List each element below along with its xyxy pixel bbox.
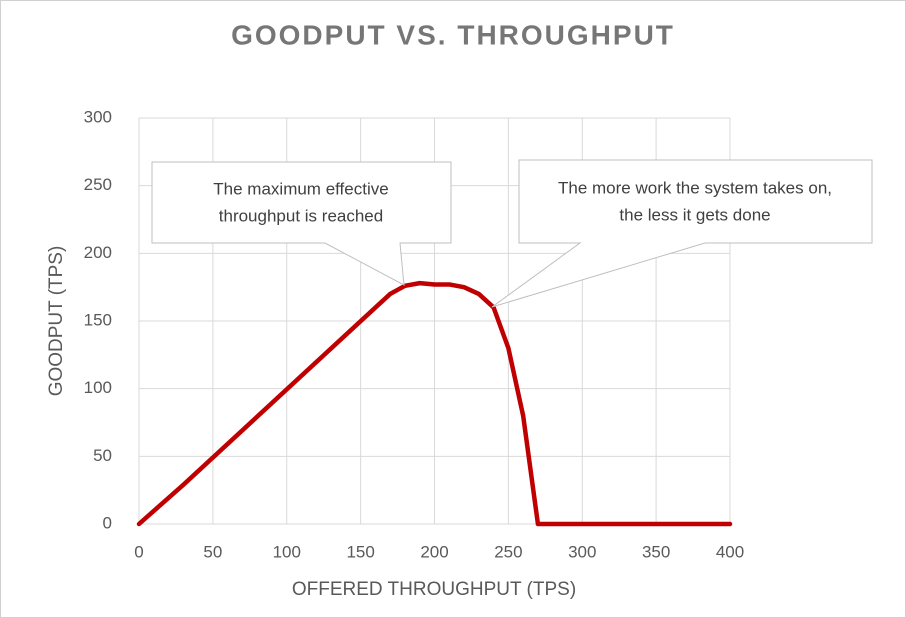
- callout-box: [151, 161, 452, 286]
- y-tick-label: 50: [93, 446, 112, 465]
- x-axis-label: OFFERED THROUGHPUT (TPS): [292, 579, 576, 600]
- x-tick-label: 0: [134, 542, 143, 561]
- x-tick-label: 150: [346, 542, 374, 561]
- x-tick-label: 100: [273, 542, 301, 561]
- y-tick-label: 300: [84, 107, 112, 126]
- data-line: [136, 280, 733, 527]
- x-tick-label: 200: [420, 542, 448, 561]
- annotation-text: The more work the system takes on,: [558, 178, 832, 197]
- x-tick-label: 350: [642, 542, 670, 561]
- y-tick-label: 0: [103, 513, 112, 532]
- y-tick-label: 100: [84, 378, 112, 397]
- y-tick-label: 200: [84, 243, 112, 262]
- x-tick-label: 400: [716, 542, 744, 561]
- x-tick-label: 250: [494, 542, 522, 561]
- annotation-text: throughput is reached: [219, 206, 383, 225]
- annotation-text: The maximum effective: [213, 179, 388, 198]
- x-tick-label: 50: [203, 542, 222, 561]
- annotation: The maximum effective throughput is reac…: [151, 161, 452, 286]
- y-tick-label: 150: [84, 310, 112, 329]
- annotation-text: the less it gets done: [619, 205, 770, 224]
- chart-title: GOODPUT VS. THROUGHPUT: [231, 19, 675, 50]
- y-axis-label: GOODPUT (TPS): [46, 246, 67, 397]
- y-tick-label: 250: [84, 175, 112, 194]
- callout-box: [491, 159, 873, 308]
- annotation: The more work the system takes on, the l…: [491, 159, 873, 308]
- x-tick-label: 300: [568, 542, 596, 561]
